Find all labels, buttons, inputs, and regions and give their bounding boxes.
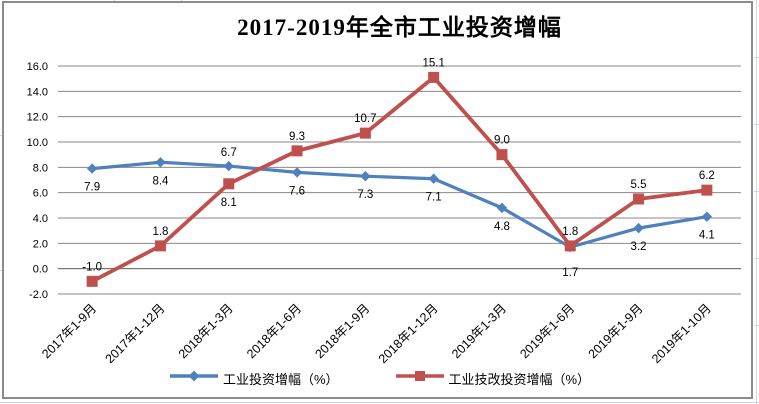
svg-text:-1.0: -1.0 xyxy=(82,261,102,273)
svg-text:2.0: 2.0 xyxy=(33,238,48,250)
svg-text:12.0: 12.0 xyxy=(27,112,48,124)
legend-line-square-icon xyxy=(395,369,445,388)
svg-text:14.0: 14.0 xyxy=(27,86,48,98)
svg-text:3.2: 3.2 xyxy=(631,241,647,253)
legend-item-industrial-investment[interactable]: 工业投资增幅（%） xyxy=(169,369,339,388)
svg-text:7.3: 7.3 xyxy=(357,189,373,201)
svg-text:-2.0: -2.0 xyxy=(29,289,48,301)
svg-text:1.8: 1.8 xyxy=(152,226,168,238)
svg-text:9.3: 9.3 xyxy=(289,131,305,143)
svg-text:8.4: 8.4 xyxy=(152,175,169,187)
sheet-row-stub xyxy=(754,325,759,326)
legend-label: 工业投资增幅（%） xyxy=(222,371,339,387)
svg-text:2018年1-6月: 2018年1-6月 xyxy=(244,301,304,361)
svg-text:1.8: 1.8 xyxy=(562,226,578,238)
svg-text:4.0: 4.0 xyxy=(33,213,48,225)
svg-text:2019年1-6月: 2019年1-6月 xyxy=(517,301,577,361)
sheet-row-stub xyxy=(754,57,759,58)
svg-text:0.0: 0.0 xyxy=(33,264,48,276)
sheet-column-line xyxy=(756,0,757,404)
svg-text:2018年1-9月: 2018年1-9月 xyxy=(312,301,372,361)
svg-text:2019年1-3月: 2019年1-3月 xyxy=(449,301,509,361)
svg-text:15.1: 15.1 xyxy=(422,57,444,69)
chart-legend: 工业投资增幅（%） 工业技改投资增幅（%） xyxy=(0,366,759,390)
svg-text:6.0: 6.0 xyxy=(33,188,48,200)
svg-text:1.7: 1.7 xyxy=(562,267,578,279)
chart-container[interactable] xyxy=(2,1,753,399)
sheet-row-stub xyxy=(754,191,759,192)
svg-text:7.1: 7.1 xyxy=(426,192,442,204)
sheet-row-stub xyxy=(754,124,759,125)
legend-line-diamond-icon xyxy=(169,369,219,388)
svg-text:9.0: 9.0 xyxy=(494,135,510,147)
chart-title: 2017-2019年全市工业投资增幅 xyxy=(237,15,562,40)
svg-text:2017年1-12月: 2017年1-12月 xyxy=(103,301,168,366)
svg-text:8.0: 8.0 xyxy=(33,162,48,174)
svg-text:5.5: 5.5 xyxy=(631,179,647,191)
sheet-row-stub xyxy=(754,258,759,259)
svg-text:2019年1-10月: 2019年1-10月 xyxy=(649,301,714,366)
svg-text:2019年1-9月: 2019年1-9月 xyxy=(586,301,646,361)
svg-text:16.0: 16.0 xyxy=(27,61,48,73)
svg-text:6.7: 6.7 xyxy=(221,147,237,159)
legend-label: 工业技改投资增幅（%） xyxy=(448,371,591,387)
svg-text:7.6: 7.6 xyxy=(289,185,305,197)
svg-text:4.8: 4.8 xyxy=(494,221,510,233)
svg-text:10.7: 10.7 xyxy=(354,113,376,125)
sheet-row-line xyxy=(0,402,759,403)
sheet-row-stub xyxy=(0,135,3,136)
svg-text:6.2: 6.2 xyxy=(699,170,715,182)
svg-text:7.9: 7.9 xyxy=(84,182,100,194)
svg-text:4.1: 4.1 xyxy=(699,230,715,242)
svg-text:2018年1-12月: 2018年1-12月 xyxy=(376,301,441,366)
legend-item-technical-renovation-investment[interactable]: 工业技改投资增幅（%） xyxy=(395,369,591,388)
svg-text:2017年1-9月: 2017年1-9月 xyxy=(39,301,99,361)
sheet-row-stub xyxy=(0,270,3,271)
svg-text:8.1: 8.1 xyxy=(221,197,237,209)
svg-text:2018年1-3月: 2018年1-3月 xyxy=(176,301,236,361)
svg-text:10.0: 10.0 xyxy=(27,137,48,149)
